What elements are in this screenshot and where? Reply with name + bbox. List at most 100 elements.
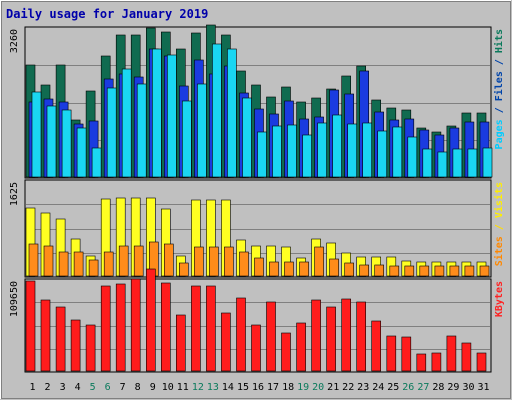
bar-pages-day-17 <box>272 125 282 178</box>
bar-kbytes-day-8 <box>130 278 141 372</box>
bar-pages-day-9 <box>152 48 162 178</box>
x-tick-label-day-7: 7 <box>120 382 126 393</box>
bar-sites-day-14 <box>224 246 234 277</box>
bar-pages-day-21 <box>332 114 342 178</box>
bar-kbytes-day-24 <box>371 320 382 372</box>
panel-top-series-label-part: / <box>494 53 505 71</box>
bar-pages-day-25 <box>392 126 403 178</box>
bar-sites-day-4 <box>73 251 84 277</box>
bar-kbytes-day-1 <box>25 280 36 372</box>
panel-top-ymax-label: 3260 <box>9 29 20 53</box>
bar-sites-day-31 <box>479 265 490 277</box>
bar-pages-day-7 <box>121 68 132 178</box>
panel-middle-series-label-part: Sites <box>493 236 505 266</box>
bar-kbytes-day-3 <box>55 306 66 372</box>
x-tick-label-day-27: 27 <box>417 382 429 393</box>
bar-sites-day-11 <box>179 262 189 277</box>
bar-pages-day-5 <box>91 147 102 178</box>
bar-pages-day-14 <box>227 48 237 178</box>
bar-sites-day-10 <box>164 243 174 277</box>
bar-sites-day-19 <box>299 261 309 277</box>
panel-top-series-label-part: Hits <box>493 29 505 53</box>
bar-sites-day-26 <box>404 265 415 277</box>
bar-pages-day-16 <box>257 131 267 178</box>
bar-pages-day-20 <box>317 122 327 178</box>
bar-kbytes-day-9 <box>146 268 156 372</box>
bar-pages-day-31 <box>482 147 493 178</box>
bar-kbytes-day-23 <box>356 301 367 372</box>
bar-sites-day-21 <box>329 258 339 277</box>
bar-sites-day-27 <box>419 265 430 277</box>
panel-middle-ymax-label: 1625 <box>9 182 20 206</box>
bar-kbytes-day-25 <box>386 335 397 372</box>
bar-sites-day-1 <box>28 243 39 277</box>
x-tick-label-day-23: 23 <box>357 382 369 393</box>
bar-sites-day-17 <box>269 261 279 277</box>
bar-kbytes-day-28 <box>431 352 442 372</box>
bar-kbytes-day-19 <box>296 322 306 372</box>
bar-kbytes-day-17 <box>266 301 276 372</box>
bar-pages-day-26 <box>407 136 418 178</box>
bar-pages-day-6 <box>106 87 117 178</box>
bar-pages-day-10 <box>167 54 177 178</box>
x-tick-label-day-1: 1 <box>29 382 35 393</box>
x-tick-label-day-3: 3 <box>60 382 66 393</box>
bar-sites-day-23 <box>359 264 370 277</box>
x-tick-label-day-13: 13 <box>207 382 219 393</box>
bar-kbytes-day-30 <box>461 342 472 372</box>
bar-kbytes-day-11 <box>176 314 186 372</box>
panel-middle-series-label: Sites / Visits <box>493 182 505 266</box>
x-tick-label-day-26: 26 <box>402 382 414 393</box>
bar-sites-day-13 <box>209 246 219 277</box>
bar-kbytes-day-21 <box>326 306 336 372</box>
bar-pages-day-8 <box>136 83 147 178</box>
bar-sites-day-5 <box>88 259 99 277</box>
bar-kbytes-day-14 <box>221 312 231 372</box>
bar-kbytes-day-29 <box>446 335 457 372</box>
bar-pages-day-28 <box>437 151 448 178</box>
x-tick-label-day-21: 21 <box>327 382 339 393</box>
bar-pages-day-23 <box>362 122 373 178</box>
panel-bottom-series-label: KBytes <box>494 281 505 317</box>
x-tick-label-day-2: 2 <box>44 382 50 393</box>
x-tick-label-day-22: 22 <box>342 382 354 393</box>
bar-sites-day-22 <box>344 262 355 277</box>
bar-sites-day-20 <box>314 246 324 277</box>
chart-title: Daily usage for January 2019 <box>6 7 208 21</box>
x-tick-label-day-24: 24 <box>372 382 384 393</box>
bar-sites-day-29 <box>449 265 460 277</box>
panel-bottom-ymax-label: 109650 <box>9 281 20 317</box>
bar-kbytes-day-10 <box>161 282 171 372</box>
x-tick-label-day-11: 11 <box>177 382 189 393</box>
bar-pages-day-24 <box>377 130 388 178</box>
bar-pages-day-27 <box>422 148 433 178</box>
bar-kbytes-day-12 <box>191 285 201 372</box>
bar-sites-day-8 <box>133 245 144 277</box>
x-tick-label-day-31: 31 <box>477 382 489 393</box>
x-tick-label-day-12: 12 <box>192 382 204 393</box>
bar-pages-day-29 <box>452 148 463 178</box>
bar-kbytes-day-18 <box>281 332 291 372</box>
bar-pages-day-12 <box>197 83 207 178</box>
bar-kbytes-day-16 <box>251 324 261 372</box>
bar-sites-day-6 <box>103 251 114 277</box>
bar-pages-day-30 <box>467 148 478 178</box>
bar-kbytes-day-5 <box>85 324 96 372</box>
x-tick-label-day-16: 16 <box>252 382 264 393</box>
bar-kbytes-day-13 <box>206 285 216 372</box>
bar-pages-day-3 <box>61 109 72 178</box>
x-tick-label-day-30: 30 <box>462 382 474 393</box>
x-tick-label-day-20: 20 <box>312 382 324 393</box>
x-tick-label-day-15: 15 <box>237 382 249 393</box>
bar-kbytes-day-20 <box>311 299 321 372</box>
panel-top-series-label: Pages / Files / Hits <box>493 29 505 149</box>
bar-sites-day-2 <box>43 245 54 277</box>
bar-kbytes-day-7 <box>115 283 126 372</box>
panel-top-series-label-part: Files <box>493 71 505 101</box>
x-tick-label-day-10: 10 <box>162 382 174 393</box>
bar-pages-day-4 <box>76 127 87 178</box>
bar-sites-day-15 <box>239 251 249 277</box>
bar-sites-day-7 <box>118 245 129 277</box>
panel-bottom-series-label-part: KBytes <box>494 281 505 317</box>
